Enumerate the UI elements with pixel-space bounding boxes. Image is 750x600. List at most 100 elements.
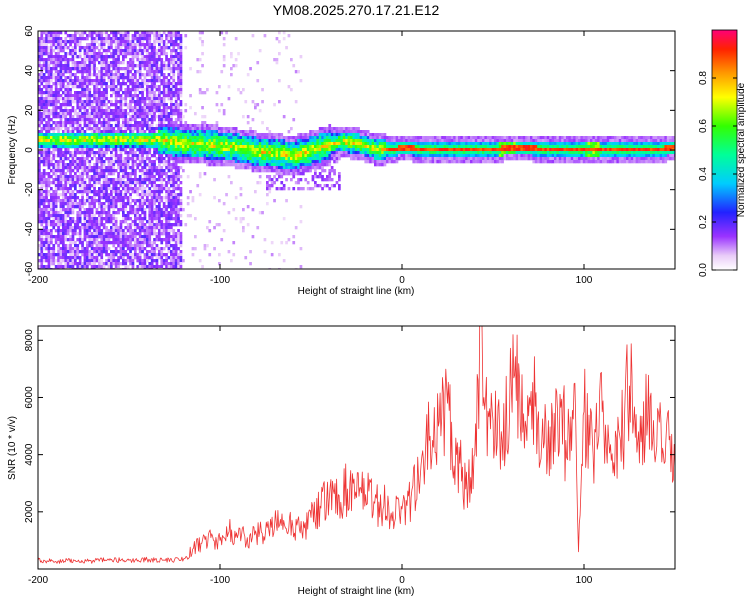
heatmap-cell bbox=[76, 205, 80, 209]
heatmap-cell bbox=[114, 136, 118, 140]
heatmap-cell bbox=[138, 199, 142, 203]
heatmap-cell bbox=[54, 124, 58, 128]
heatmap-cell bbox=[170, 244, 173, 248]
heatmap-cell bbox=[38, 190, 41, 194]
heatmap-cell bbox=[138, 169, 142, 173]
heatmap-cell bbox=[107, 229, 111, 233]
heatmap-cell bbox=[95, 106, 99, 110]
heatmap-cell bbox=[57, 49, 60, 53]
heatmap-cell bbox=[64, 196, 68, 200]
heatmap-cell bbox=[158, 97, 161, 101]
heatmap-cell bbox=[52, 226, 56, 230]
heatmap-cell bbox=[208, 148, 212, 152]
heatmap-cell bbox=[57, 232, 60, 236]
heatmap-cell bbox=[95, 124, 99, 128]
heatmap-cell bbox=[153, 127, 156, 131]
heatmap-cell bbox=[141, 88, 144, 92]
heatmap-cell bbox=[134, 145, 137, 149]
heatmap-cell bbox=[64, 70, 68, 74]
heatmap-cell bbox=[148, 235, 152, 239]
heatmap-cell bbox=[186, 133, 190, 137]
heatmap-cell bbox=[42, 172, 46, 176]
heatmap-cell bbox=[150, 247, 154, 251]
heatmap-cell bbox=[172, 148, 176, 152]
heatmap-cell bbox=[64, 79, 68, 83]
heatmap-cell bbox=[93, 202, 96, 206]
heatmap-cell bbox=[158, 124, 161, 128]
heatmap-cell bbox=[112, 190, 116, 194]
heatmap-cell bbox=[160, 52, 164, 56]
heatmap-cell bbox=[59, 148, 63, 152]
heatmap-cell bbox=[93, 217, 96, 221]
heatmap-cell bbox=[81, 253, 84, 257]
heatmap-cell bbox=[114, 58, 118, 62]
heatmap-cell bbox=[239, 139, 243, 143]
heatmap-cell bbox=[114, 217, 118, 221]
heatmap-cell bbox=[42, 91, 46, 95]
heatmap-cell bbox=[100, 253, 104, 257]
heatmap-cell bbox=[47, 112, 51, 116]
heatmap-cell bbox=[76, 217, 80, 221]
heatmap-cell bbox=[112, 55, 116, 59]
heatmap-cell bbox=[186, 154, 190, 158]
heatmap-cell bbox=[146, 259, 149, 263]
heatmap-cell bbox=[136, 193, 140, 197]
heatmap-cell bbox=[57, 253, 60, 257]
heatmap-cell bbox=[172, 247, 176, 251]
heatmap-cell bbox=[86, 37, 89, 41]
heatmap-cell bbox=[100, 76, 104, 80]
heatmap-cell bbox=[119, 67, 123, 71]
heatmap-cell bbox=[90, 169, 94, 173]
heatmap-cell bbox=[45, 70, 48, 74]
heatmap-cell bbox=[146, 46, 149, 50]
heatmap-cell bbox=[220, 103, 224, 107]
heatmap-cell bbox=[110, 46, 113, 50]
heatmap-cell bbox=[114, 202, 118, 206]
heatmap-cell bbox=[143, 67, 147, 71]
heatmap-cell bbox=[136, 112, 140, 116]
heatmap-cell bbox=[177, 268, 180, 269]
heatmap-cell bbox=[170, 70, 173, 74]
heatmap-cell bbox=[131, 160, 135, 164]
heatmap-cell bbox=[54, 229, 58, 233]
heatmap-cell bbox=[206, 226, 209, 230]
heatmap-cell bbox=[167, 199, 171, 203]
heatmap-cell bbox=[50, 97, 53, 101]
heatmap-cell bbox=[234, 160, 238, 164]
heatmap-cell bbox=[165, 187, 168, 191]
heatmap-cell bbox=[160, 82, 164, 86]
heatmap-cell bbox=[162, 106, 166, 110]
heatmap-cell bbox=[45, 190, 48, 194]
heatmap-cell bbox=[119, 235, 123, 239]
heatmap-cell bbox=[76, 202, 80, 206]
heatmap-cell bbox=[155, 247, 159, 251]
heatmap-cell bbox=[160, 142, 164, 146]
heatmap-cell bbox=[57, 259, 60, 263]
heatmap-cell bbox=[66, 190, 70, 194]
heatmap-cell bbox=[95, 127, 99, 131]
heatmap-cell bbox=[138, 37, 142, 41]
heatmap-cell bbox=[81, 94, 84, 98]
heatmap-cell bbox=[184, 136, 188, 140]
heatmap-cell bbox=[177, 124, 180, 128]
heatmap-cell bbox=[117, 139, 120, 143]
heatmap-cell bbox=[158, 247, 161, 251]
heatmap-cell bbox=[297, 163, 300, 167]
heatmap-cell bbox=[66, 64, 70, 68]
heatmap-cell bbox=[138, 82, 142, 86]
heatmap-cell bbox=[191, 148, 195, 152]
heatmap-cell bbox=[129, 40, 132, 44]
heatmap-cell bbox=[251, 208, 255, 212]
heatmap-cell bbox=[165, 124, 168, 128]
heatmap-cell bbox=[57, 235, 60, 239]
heatmap-cell bbox=[256, 181, 260, 185]
heatmap-cell bbox=[174, 130, 178, 134]
heatmap-cell bbox=[150, 43, 154, 47]
heatmap-cell bbox=[54, 43, 58, 47]
heatmap-cell bbox=[299, 151, 303, 155]
heatmap-cell bbox=[102, 175, 106, 179]
heatmap-cell bbox=[52, 199, 56, 203]
heatmap-cell bbox=[90, 190, 94, 194]
heatmap-cell bbox=[74, 79, 77, 83]
heatmap-cell bbox=[167, 127, 171, 131]
